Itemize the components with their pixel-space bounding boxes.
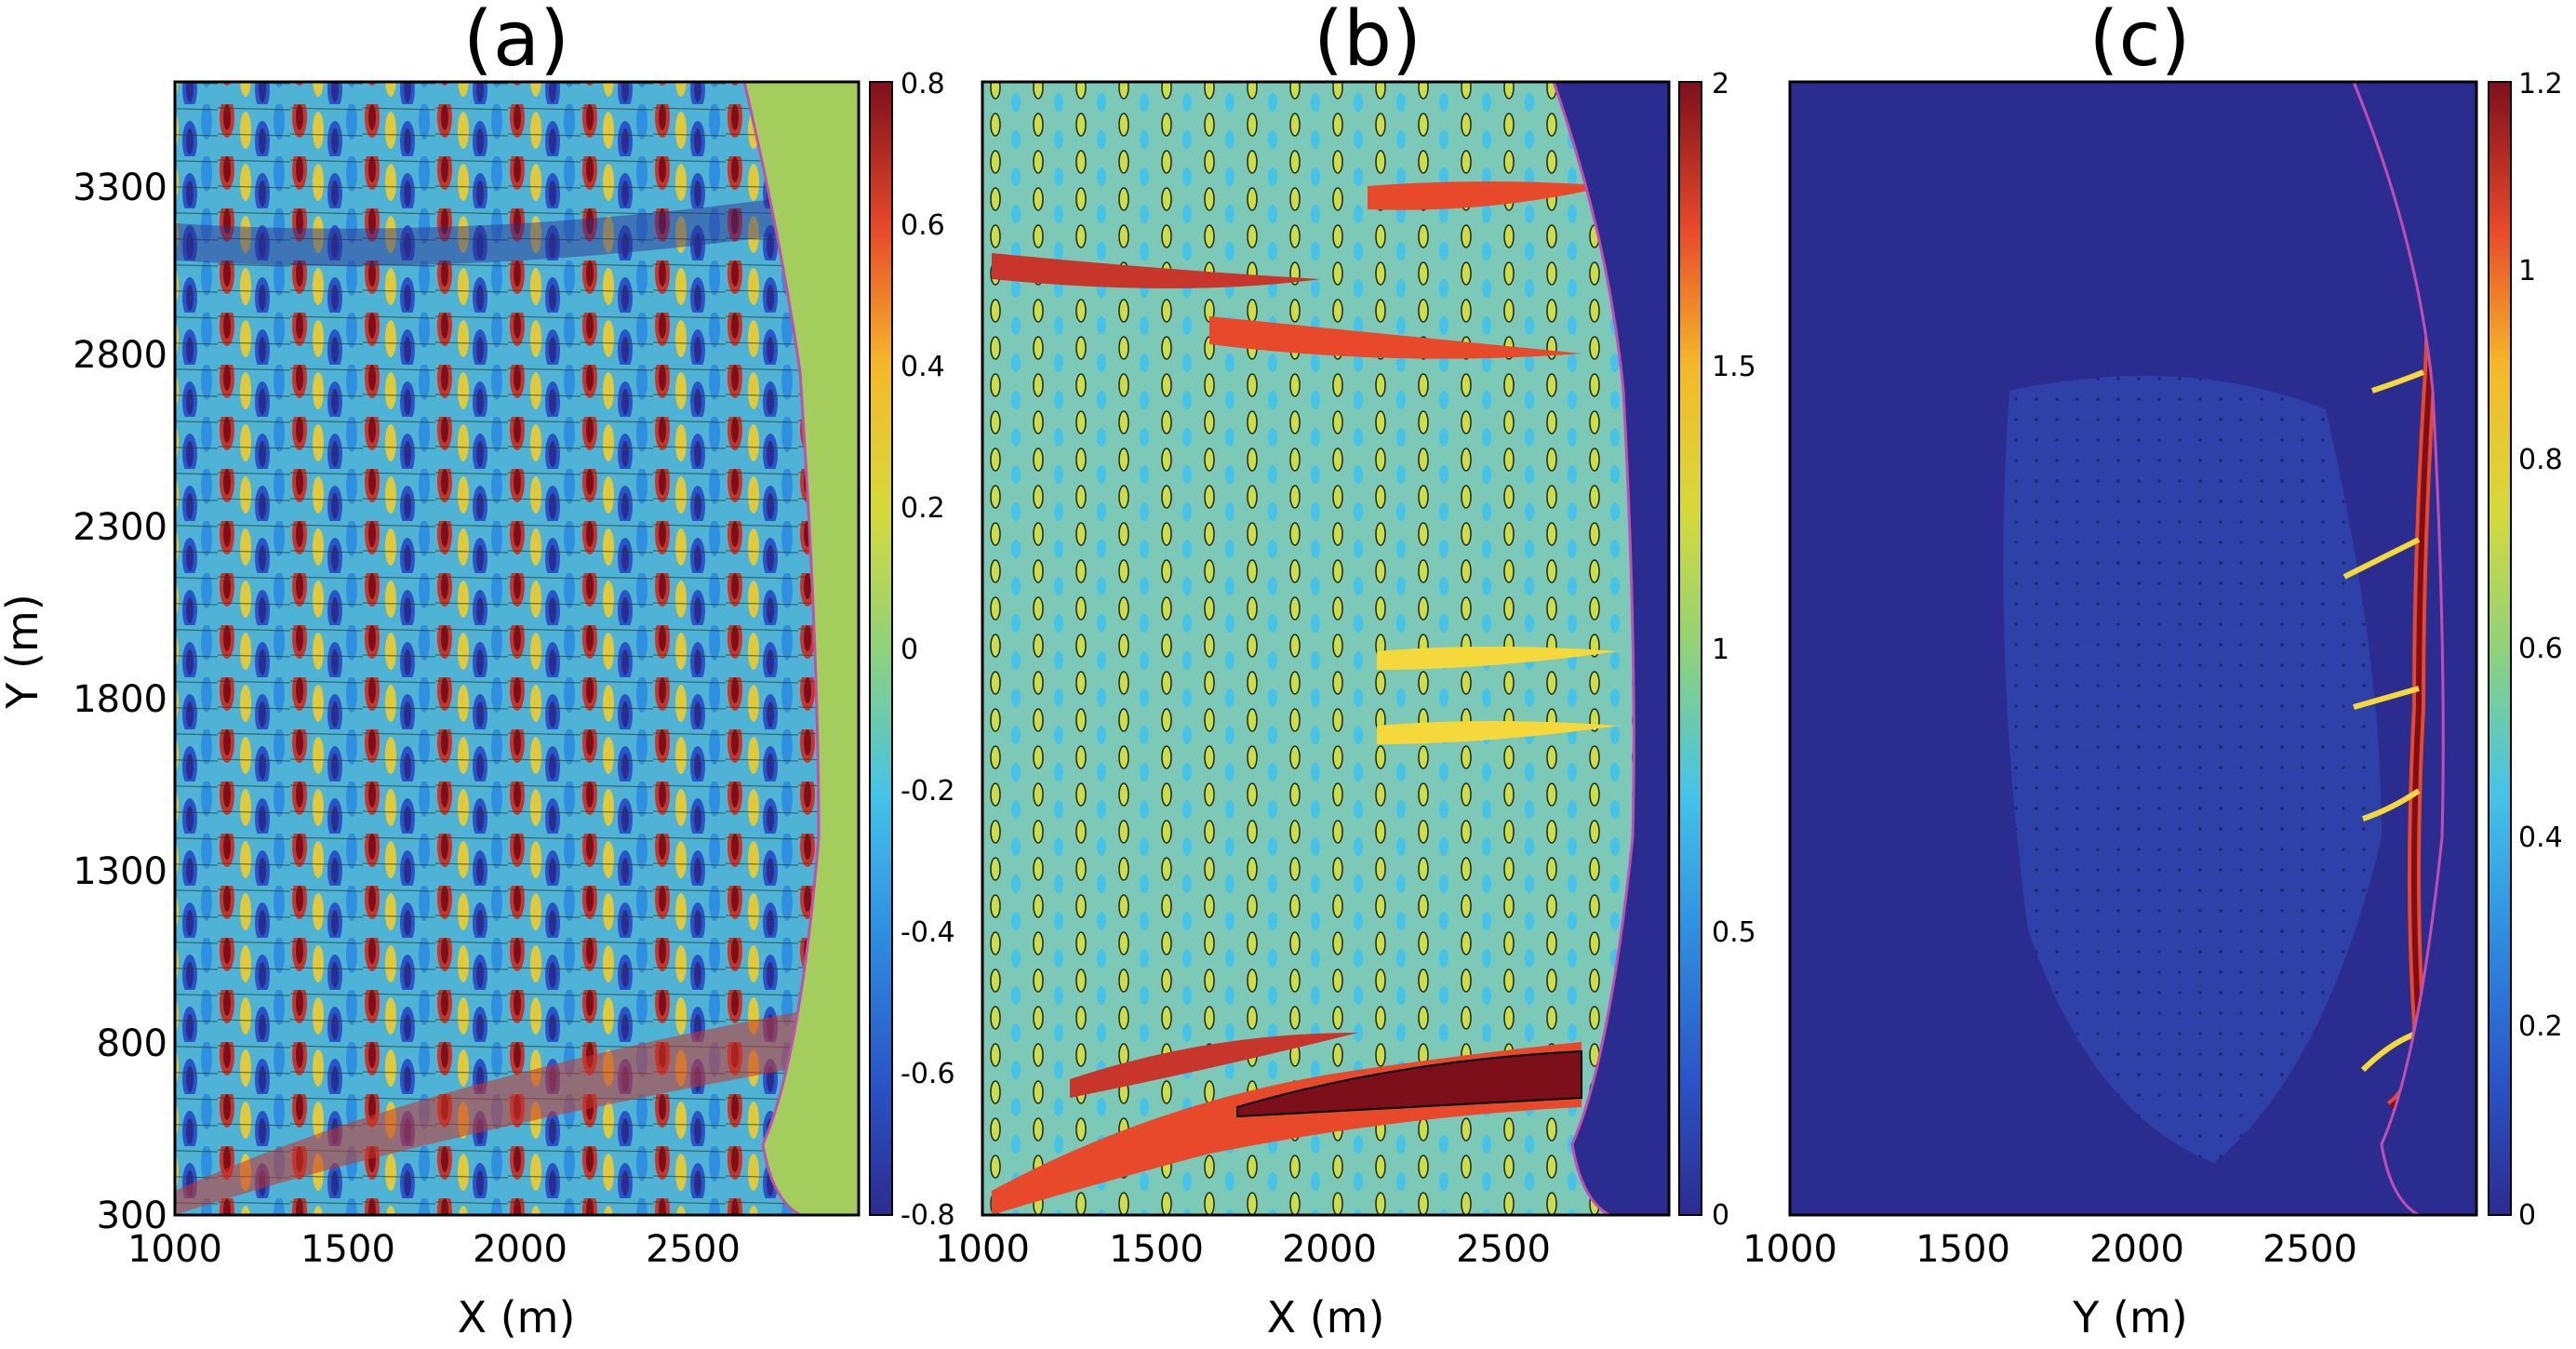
- colorbar-tick-label: 0.2: [2518, 1010, 2563, 1043]
- y-tick-label: 300: [97, 1195, 167, 1237]
- panel-c-x-ticks: 1000 1500 2000 2500: [1742, 1228, 2357, 1271]
- colorbar-tick-label: 0.6: [901, 209, 945, 242]
- panel-b-plot-area: [981, 80, 1671, 1217]
- panel-a-frame: [173, 80, 861, 1217]
- panel-a-y-ticks: 300 800 1300 1800 2300 2800 3300: [73, 167, 167, 1237]
- colorbar-tick-label: 0.8: [901, 68, 945, 100]
- y-tick-label: 800: [97, 1022, 167, 1065]
- panel-c-shoreline: [2352, 81, 2445, 1217]
- x-tick-label: 2500: [1456, 1228, 1551, 1271]
- panel-c-x-label: Y (m): [2072, 1292, 2187, 1342]
- panel-c-frame: [1788, 80, 2478, 1217]
- y-tick-label: 1300: [73, 850, 167, 893]
- panel-b-x-ticks: 1000 1500 2000 2500: [935, 1228, 1551, 1271]
- x-tick-label: 2000: [1282, 1228, 1377, 1271]
- panel-b-frame: [981, 80, 1671, 1217]
- panel-c-land: [2354, 82, 2476, 1215]
- panel-c-shallow-zone: [2003, 376, 2382, 1163]
- colorbar-tick-label: -0.4: [901, 916, 955, 949]
- panel-b-title: (b): [1314, 0, 1421, 84]
- panel-b-red-band: [1070, 1033, 1358, 1098]
- panel-a-wave-band: [175, 1005, 837, 1215]
- panel-a-plot-area: [173, 80, 861, 1217]
- colorbar-tick-label: 0: [2518, 1199, 2536, 1232]
- colorbar-tick-label: -0.2: [901, 775, 955, 808]
- panel-b-yellow-band: [1377, 721, 1619, 744]
- panel-b-x-label: X (m): [1267, 1292, 1385, 1342]
- y-tick-label: 2800: [73, 334, 167, 377]
- panel-c: (c) 1000 1500 2000 2500 Y (m) 0 0.2 0.4 …: [1742, 0, 2563, 1342]
- colorbar-tick-label: 0.8: [2518, 444, 2563, 476]
- panel-a-shoreline: [742, 81, 821, 1217]
- panel-b-red-band: [992, 253, 1321, 288]
- panel-a-land: [744, 82, 859, 1215]
- x-tick-label: 2000: [473, 1228, 567, 1271]
- x-tick-label: 1000: [935, 1228, 1030, 1271]
- x-tick-label: 1500: [300, 1228, 395, 1271]
- panel-b-red-band: [1368, 181, 1609, 210]
- colorbar-tick-label: 2: [1712, 68, 1729, 100]
- colorbar-b-gradient: [1678, 81, 1702, 1216]
- panel-a-wave-band: [175, 195, 800, 266]
- panel-b-red-band: [1209, 316, 1582, 359]
- panel-c-colorbar: 0 0.2 0.4 0.6 0.8 1 1.2: [2488, 68, 2563, 1232]
- panel-c-title: (c): [2089, 0, 2190, 84]
- panel-a-x-label: X (m): [458, 1292, 576, 1342]
- y-tick-label: 1800: [73, 678, 167, 721]
- colorbar-tick-label: 1.2: [2518, 68, 2563, 100]
- colorbar-tick-label: 0.4: [901, 351, 945, 383]
- x-tick-label: 2000: [2089, 1228, 2184, 1271]
- x-tick-label: 2500: [2262, 1228, 2357, 1271]
- x-tick-label: 1000: [127, 1228, 222, 1271]
- colorbar-tick-label: 1: [2518, 255, 2536, 287]
- panel-a-title: (a): [463, 0, 569, 84]
- x-tick-label: 1500: [1109, 1228, 1204, 1271]
- colorbar-a-gradient: [869, 81, 893, 1216]
- panel-b-colorbar: 0 0.5 1 1.5 2: [1678, 68, 1756, 1232]
- colorbar-tick-label: 1.5: [1712, 351, 1756, 383]
- y-tick-label: 2300: [73, 506, 167, 549]
- colorbar-tick-label: 0.4: [2518, 821, 2563, 854]
- panel-c-plot-area: [1788, 80, 2478, 1217]
- panel-b: (b) 1000 1500 2000 2500 X (m) 0: [935, 0, 1756, 1342]
- colorbar-tick-label: -0.8: [901, 1199, 955, 1232]
- colorbar-tick-label: 0.5: [1712, 916, 1756, 949]
- colorbar-tick-label: 0: [901, 634, 918, 666]
- panel-b-land: [1554, 82, 1669, 1215]
- panel-b-darkred-band: [1236, 1049, 1582, 1118]
- colorbar-c-gradient: [2488, 81, 2512, 1216]
- x-tick-label: 2500: [646, 1228, 741, 1271]
- panel-a-y-label: Y (m): [0, 594, 47, 709]
- panel-b-shoreline: [1552, 81, 1635, 1217]
- colorbar-tick-label: 0.6: [2518, 633, 2563, 665]
- panel-c-rip-current: [2342, 369, 2425, 1073]
- y-tick-label: 3300: [73, 167, 167, 209]
- panel-a-colorbar: -0.8 -0.6 -0.4 -0.2 0 0.2 0.4 0.6 0.8: [869, 68, 955, 1232]
- panel-a-x-ticks: 1000 1500 2000 2500: [127, 1228, 741, 1271]
- colorbar-tick-label: -0.6: [901, 1058, 955, 1090]
- colorbar-tick-label: 1: [1712, 634, 1729, 666]
- panel-a: (a) 1000 1500 2000 2500 X (m) 300 800 13…: [0, 0, 955, 1342]
- panel-b-yellow-band: [1377, 647, 1619, 670]
- x-tick-label: 1000: [1742, 1228, 1837, 1271]
- colorbar-tick-label: 0.2: [901, 492, 945, 525]
- x-tick-label: 1500: [1915, 1228, 2010, 1271]
- colorbar-tick-label: 0: [1712, 1199, 1729, 1232]
